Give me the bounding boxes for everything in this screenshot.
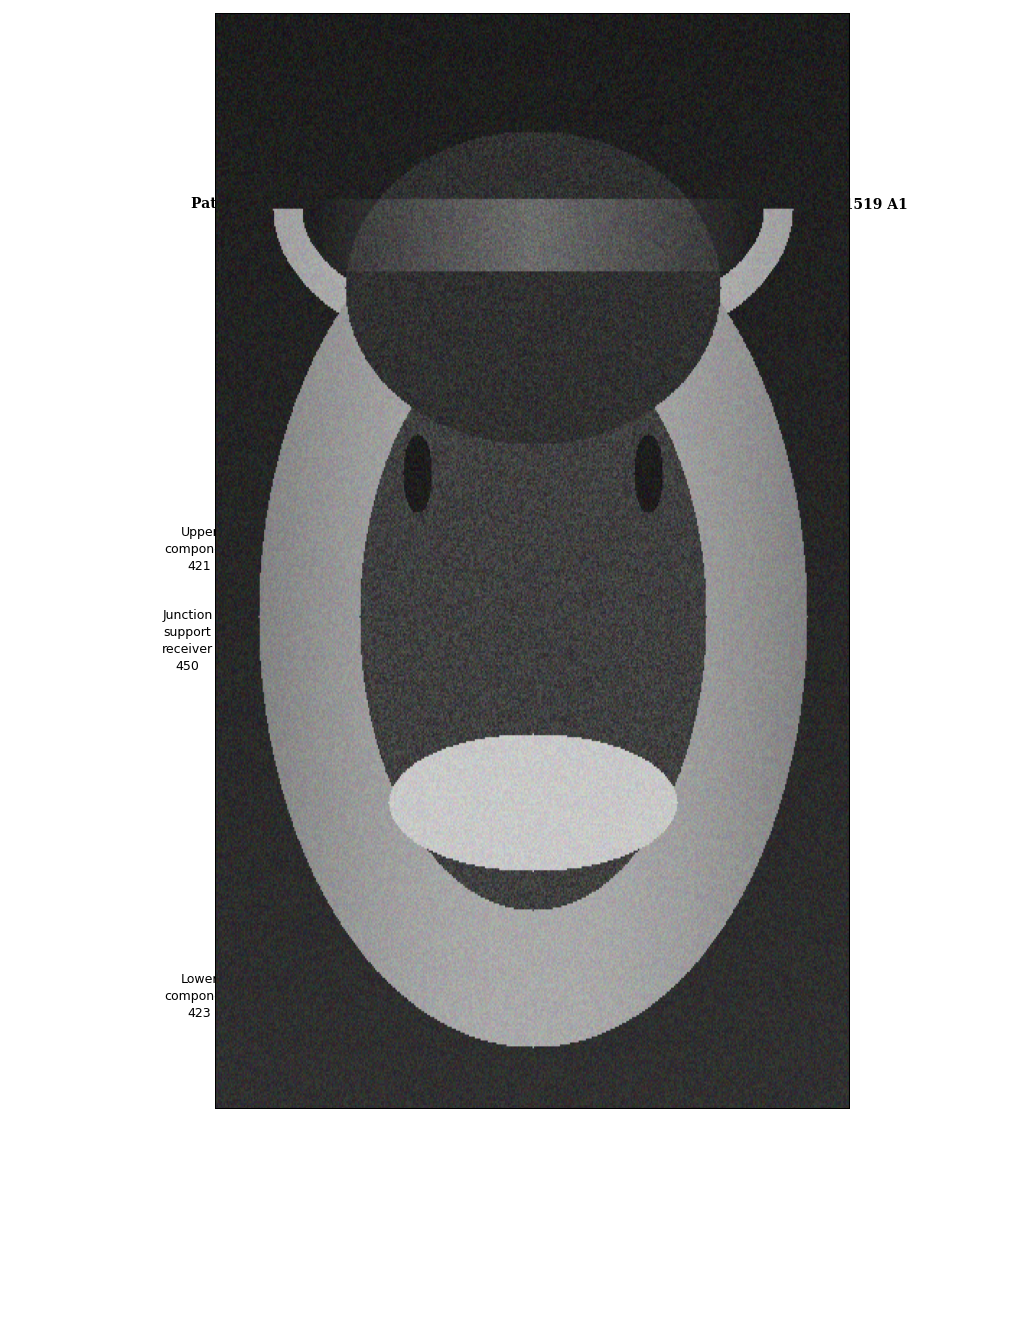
Text: Figure 4: Figure 4	[486, 1049, 563, 1067]
Text: Junction
support
receiver
450: Junction support receiver 450	[162, 610, 213, 673]
Bar	[215, 13, 850, 1109]
Text: Oct. 3, 2013   Sheet 4 of 8: Oct. 3, 2013 Sheet 4 of 8	[368, 197, 570, 211]
Text: Patent Application Publication: Patent Application Publication	[191, 197, 431, 211]
Text: Lower
component
423: Lower component 423	[164, 973, 234, 1020]
Text: Rear panel
430: Rear panel 430	[674, 469, 741, 499]
Text: US 2013/0261519 A1: US 2013/0261519 A1	[744, 197, 908, 211]
Text: Rear brace
400: Rear brace 400	[673, 301, 741, 331]
Text: Upper
component
421: Upper component 421	[164, 527, 234, 573]
